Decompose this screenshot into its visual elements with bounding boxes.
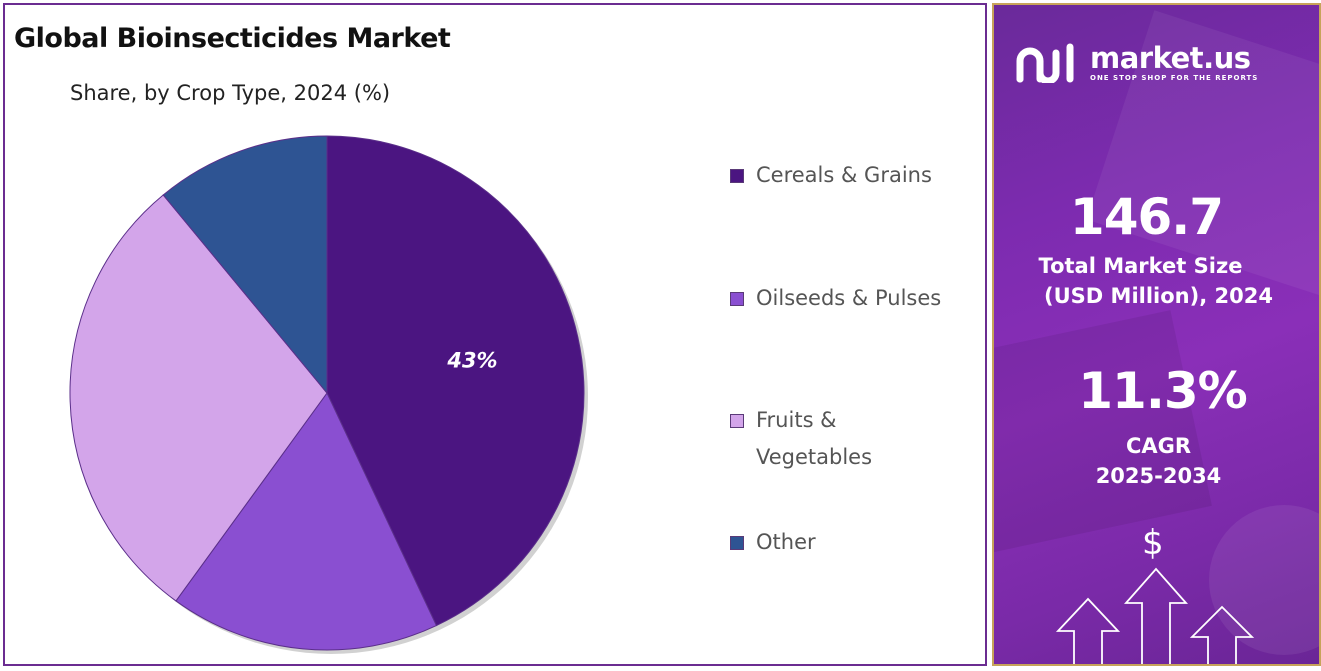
legend-swatch: [730, 536, 744, 550]
growth-arrows-icon: [1055, 567, 1255, 664]
legend-label: Oilseeds & Pulses: [756, 286, 942, 310]
pie-slice-cereals-grains: [326, 135, 585, 627]
market-size-label-line1: Total Market Size: [1038, 254, 1243, 278]
chart-title: Global Bioinsecticides Market: [14, 23, 451, 54]
background-decoration: [1209, 505, 1319, 655]
market-size-value: 146.7: [1069, 188, 1224, 246]
legend-label: Fruits & Vegetables: [756, 402, 872, 476]
cagr-value: 11.3%: [1078, 362, 1247, 420]
legend-item-other: Other: [730, 529, 816, 561]
legend-label-line2: Vegetables: [756, 445, 873, 469]
market-us-logo-icon: [1016, 43, 1074, 83]
legend-swatch: [730, 414, 744, 428]
market-size-label-line2: (USD Million), 2024: [1044, 284, 1273, 308]
legend-label: Other: [756, 530, 816, 554]
legend-item-fruits-vegetables: Fruits & Vegetables: [730, 407, 872, 476]
legend-label-line1: Fruits &: [756, 408, 837, 432]
chart-panel: Global Bioinsecticides Market Share, by …: [3, 3, 987, 666]
pie-slice-fruits-vegetables: [69, 194, 328, 602]
legend-item-cereals-grains: Cereals & Grains: [730, 162, 932, 194]
cagr-label-line2: 2025-2034: [1095, 464, 1222, 488]
pie-slice-other: [162, 135, 328, 395]
pie-data-label-cereals-grains: 43%: [446, 348, 497, 372]
pie-chart: 43%: [69, 135, 588, 654]
info-panel: market.us ONE STOP SHOP FOR THE REPORTS …: [992, 3, 1321, 666]
pie-slice-oilseeds-pulses: [175, 392, 438, 651]
logo-tagline: ONE STOP SHOP FOR THE REPORTS: [1090, 74, 1259, 82]
cagr-label-line1: CAGR: [1125, 434, 1192, 458]
legend-item-oilseeds-pulses: Oilseeds & Pulses: [730, 285, 941, 317]
legend-label: Cereals & Grains: [756, 163, 932, 187]
legend-swatch: [730, 292, 744, 306]
chart-subtitle: Share, by Crop Type, 2024 (%): [70, 81, 391, 105]
dollar-icon: $: [1142, 523, 1164, 563]
logo-name: market.us: [1090, 41, 1251, 75]
legend-swatch: [730, 169, 744, 183]
brand-logo: market.us ONE STOP SHOP FOR THE REPORTS: [1016, 43, 1258, 83]
